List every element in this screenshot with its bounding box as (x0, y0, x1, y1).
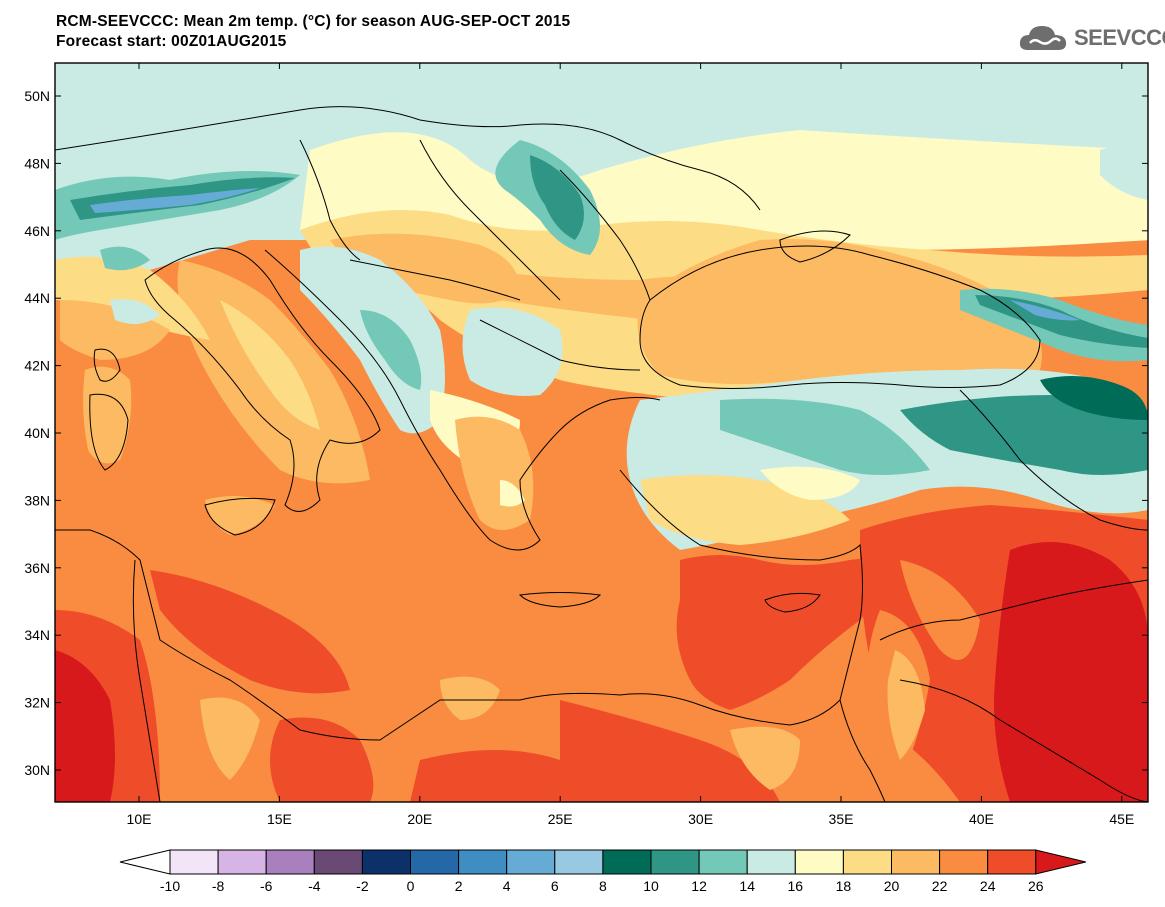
colorbar-swatch (650, 849, 700, 875)
lat-label: 44N (24, 290, 50, 306)
colorbar-tick-label: 20 (884, 878, 900, 894)
colorbar-swatch (506, 849, 556, 875)
lat-label: 48N (24, 155, 50, 171)
map-title: RCM-SEEVCCC: Mean 2m temp. (°C) for seas… (56, 13, 571, 30)
lon-label: 40E (969, 811, 994, 827)
lon-label: 35E (829, 811, 854, 827)
colorbar-swatch (987, 849, 1037, 875)
lat-label: 36N (24, 560, 50, 576)
colorbar-tick-label: 10 (643, 878, 659, 894)
colorbar-tick-label: 0 (407, 878, 415, 894)
colorbar-tick-label: -10 (160, 878, 180, 894)
colorbar-tick-label: -6 (260, 878, 273, 894)
colorbar-swatch (361, 849, 411, 875)
colorbar-swatch (265, 849, 315, 875)
colorbar-swatch (169, 849, 219, 875)
colorbar-tick-label: 4 (503, 878, 511, 894)
colorbar-swatch (891, 849, 941, 875)
lat-label: 32N (24, 695, 50, 711)
colorbar-tick-label: -2 (356, 878, 369, 894)
colorbar-swatch (313, 849, 363, 875)
lat-label: 42N (24, 358, 50, 374)
colorbar-tick-label: 8 (599, 878, 607, 894)
lon-label: 30E (688, 811, 713, 827)
colorbar-swatch (554, 849, 604, 875)
lon-label: 45E (1109, 811, 1134, 827)
colorbar-tick-label: 14 (739, 878, 755, 894)
lat-label: 30N (24, 762, 50, 778)
lat-label: 46N (24, 223, 50, 239)
lon-label: 25E (548, 811, 573, 827)
cloud-icon (1019, 26, 1067, 50)
colorbar-swatch (939, 849, 989, 875)
colorbar-tick-label: 12 (691, 878, 707, 894)
colorbar-tick-label: -4 (308, 878, 321, 894)
lat-label: 40N (24, 425, 50, 441)
colorbar-swatch (458, 849, 508, 875)
seevccc-logo: SEEVCCC (1018, 22, 1165, 54)
lon-label: 15E (267, 811, 292, 827)
colorbar-swatch (746, 849, 796, 875)
colorbar-over-triangle (1035, 849, 1086, 875)
colorbar-swatch (842, 849, 893, 875)
colorbar-swatch (602, 849, 652, 875)
lon-label: 20E (407, 811, 432, 827)
colorbar-tick-label: 16 (788, 878, 804, 894)
logo-text: SEEVCCC (1074, 25, 1165, 50)
colorbar-tick-label: 22 (932, 878, 948, 894)
temperature-field (55, 63, 1148, 802)
lat-label: 50N (24, 88, 50, 104)
lon-label: 10E (127, 811, 152, 827)
colorbar-tick-label: 6 (551, 878, 559, 894)
colorbar-tick-label: 2 (455, 878, 463, 894)
colorbar-tick-label: 26 (1028, 878, 1044, 894)
colorbar-legend: -10 -8 -6 -4 -2 0 2 4 6 8 10 12 14 16 18 20 22 24 26 (119, 849, 1086, 894)
latitude-axis: 50N 48N 46N 44N 42N 40N 38N 36N 34N 32N 30N (24, 88, 1148, 778)
colorbar-under-triangle (119, 849, 171, 875)
forecast-start-label: Forecast start: 00Z01AUG2015 (56, 33, 287, 50)
coastlines (55, 106, 1148, 802)
lat-label: 38N (24, 492, 50, 508)
colorbar-swatch (794, 849, 844, 875)
colorbar-swatch (410, 849, 460, 875)
colorbar-tick-label: 24 (980, 878, 996, 894)
lat-label: 34N (24, 627, 50, 643)
longitude-axis: 10E 15E 20E 25E 30E 35E 40E 45E (127, 63, 1134, 827)
colorbar-swatch (217, 849, 267, 875)
colorbar-swatch (698, 849, 748, 875)
colorbar-tick-label: 18 (836, 878, 852, 894)
colorbar-tick-label: -8 (212, 878, 225, 894)
